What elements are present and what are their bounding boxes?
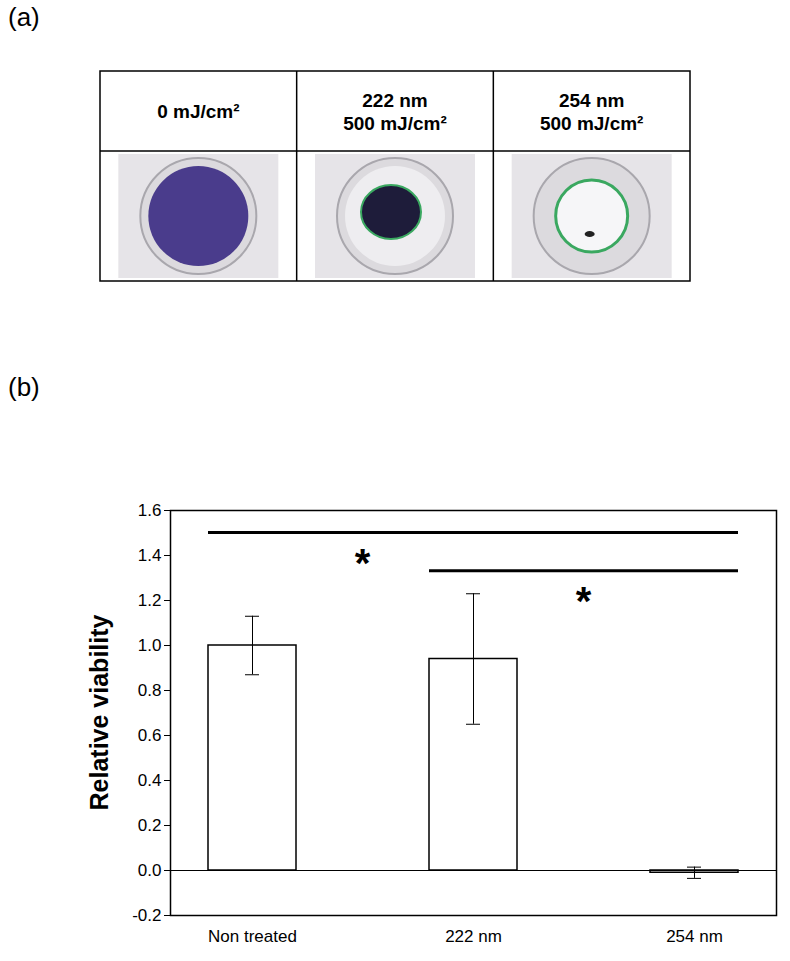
svg-text:-0.2: -0.2 [132, 906, 161, 925]
svg-text:1.4: 1.4 [138, 546, 162, 565]
svg-text:*: * [355, 541, 371, 585]
svg-text:0.0: 0.0 [138, 861, 162, 880]
svg-text:0.6: 0.6 [138, 726, 162, 745]
html-text:(b): (b) [8, 372, 40, 402]
svg-text:1.2: 1.2 [138, 591, 162, 610]
svg-text:Relative viability: Relative viability [85, 614, 113, 810]
svg-text:222 nm: 222 nm [445, 927, 502, 946]
svg-text:*: * [576, 579, 592, 623]
svg-text:0.8: 0.8 [138, 681, 162, 700]
svg-text:0 mJ/cm²: 0 mJ/cm² [157, 101, 239, 122]
svg-text:254 nm500 mJ/cm²: 254 nm500 mJ/cm² [540, 90, 644, 134]
html-text:(a): (a) [8, 2, 40, 32]
svg-text:254 nm: 254 nm [666, 927, 723, 946]
svg-text:Non treated: Non treated [208, 927, 297, 946]
svg-text:0.2: 0.2 [138, 816, 162, 835]
svg-text:0.4: 0.4 [138, 771, 162, 790]
svg-text:222 nm500 mJ/cm²: 222 nm500 mJ/cm² [343, 90, 447, 134]
svg-text:1.6: 1.6 [138, 501, 162, 520]
svg-text:1.0: 1.0 [138, 636, 162, 655]
